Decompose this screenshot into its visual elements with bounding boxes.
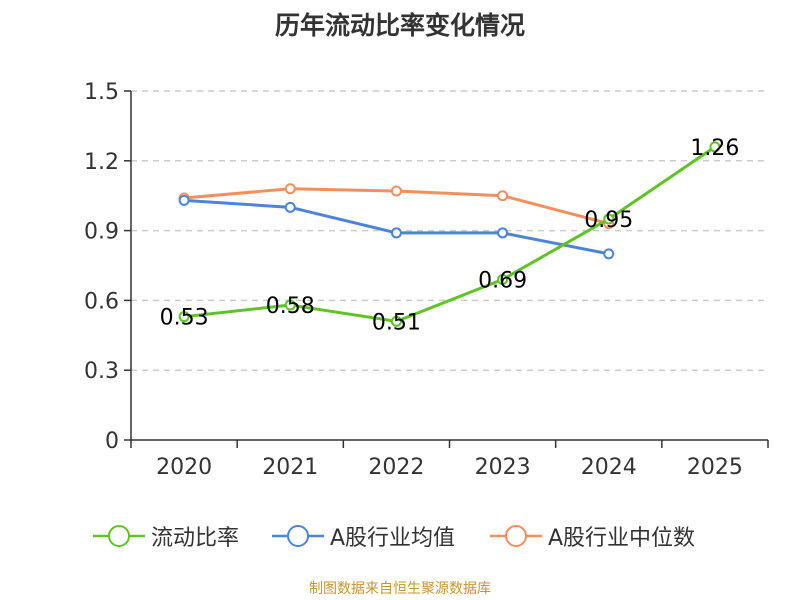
data-point [284,201,296,213]
legend-label: A股行业中位数 [548,526,696,551]
legend-label: 流动比率 [151,526,240,551]
legend-label: A股行业均值 [330,526,456,551]
x-tick-label: 2022 [368,455,424,480]
legend-item-industry-median[interactable]: A股行业中位数 [490,518,695,554]
y-tick-label: 0 [105,429,119,454]
data-point [284,183,296,195]
y-tick-label: 0.9 [84,220,119,245]
x-tick-label: 2024 [581,455,637,480]
source-note: 制图数据来自恒生聚源数据库 [309,581,491,597]
legend-line-icon [93,525,145,547]
x-tick-label: 2023 [475,455,531,480]
series-lines [178,141,721,327]
y-tick-label: 1.2 [84,150,119,175]
grid-lines [131,90,768,371]
data-point [603,248,615,260]
data-label: 0.95 [584,208,633,233]
legend: 流动比率 A股行业均值 A股行业中位数 [0,518,800,554]
x-tick-label: 2025 [687,455,743,480]
data-point [390,227,402,239]
data-point [603,213,615,225]
legend-item-industry-average[interactable]: A股行业均值 [272,518,455,554]
data-point [178,194,190,206]
data-label: 0.51 [372,310,421,335]
legend-line-icon [272,525,324,547]
data-label: 1.26 [690,136,739,161]
data-point [497,227,509,239]
legend-line-icon [490,525,542,547]
data-point [497,190,509,202]
data-point [709,141,721,153]
y-tick-label: 1.5 [84,80,119,105]
data-point [178,311,190,323]
data-point [390,185,402,197]
data-point [390,315,402,327]
chart-title: 历年流动比率变化情况 [274,11,525,40]
data-point [284,299,296,311]
series-line-0 [183,145,716,323]
legend-item-current-ratio[interactable]: 流动比率 [93,518,239,554]
data-label: 0.53 [160,306,209,331]
data-label: 0.58 [266,294,315,319]
y-tick-label: 0.3 [84,359,119,384]
data-labels: 0.53 0.58 0.51 0.69 0.95 1.26 [160,136,740,336]
x-tick-label: 2021 [262,455,318,480]
axes: 0 0.3 0.6 0.9 1.2 1.5 2020 2021 2022 2023 2024 2025 [84,80,769,480]
x-tick-label: 2020 [156,455,212,480]
y-tick-label: 0.6 [84,289,119,314]
data-label: 0.69 [478,268,527,293]
data-point [497,273,509,285]
